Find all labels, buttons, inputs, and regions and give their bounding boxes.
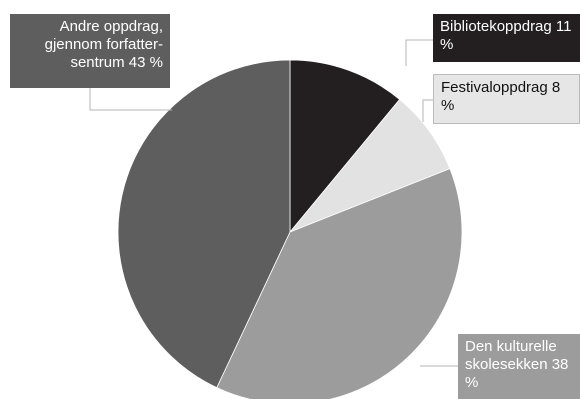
category-label: Bibliotekoppdrag xyxy=(440,18,552,35)
pie-slice xyxy=(117,59,291,389)
slices xyxy=(117,59,463,399)
label-box: Bibliotekoppdrag 11 % xyxy=(433,14,580,62)
label-box: Andre oppdrag, gjennom forfatter-sentrum… xyxy=(10,14,170,88)
category-label: Andre oppdrag, gjennom forfatter-sentrum xyxy=(44,18,163,71)
leader-lines xyxy=(89,39,459,367)
leader-line xyxy=(422,99,434,122)
pie-slice xyxy=(289,59,401,234)
value-label: 8 % xyxy=(441,79,561,114)
label-box: Festivaloppdrag 8 % xyxy=(433,74,580,124)
category-label: Festivaloppdrag xyxy=(441,79,548,96)
pie-slice xyxy=(216,168,463,399)
value-label: 11 % xyxy=(440,18,572,53)
category-label: Den kulturelle skolesekken xyxy=(465,338,557,373)
leader-line xyxy=(405,39,434,66)
label-box: Den kulturelle skolesekken 38 % xyxy=(458,334,580,399)
leader-line xyxy=(89,88,172,111)
value-label: 38 % xyxy=(465,356,569,391)
value-label: 43 % xyxy=(128,54,163,71)
